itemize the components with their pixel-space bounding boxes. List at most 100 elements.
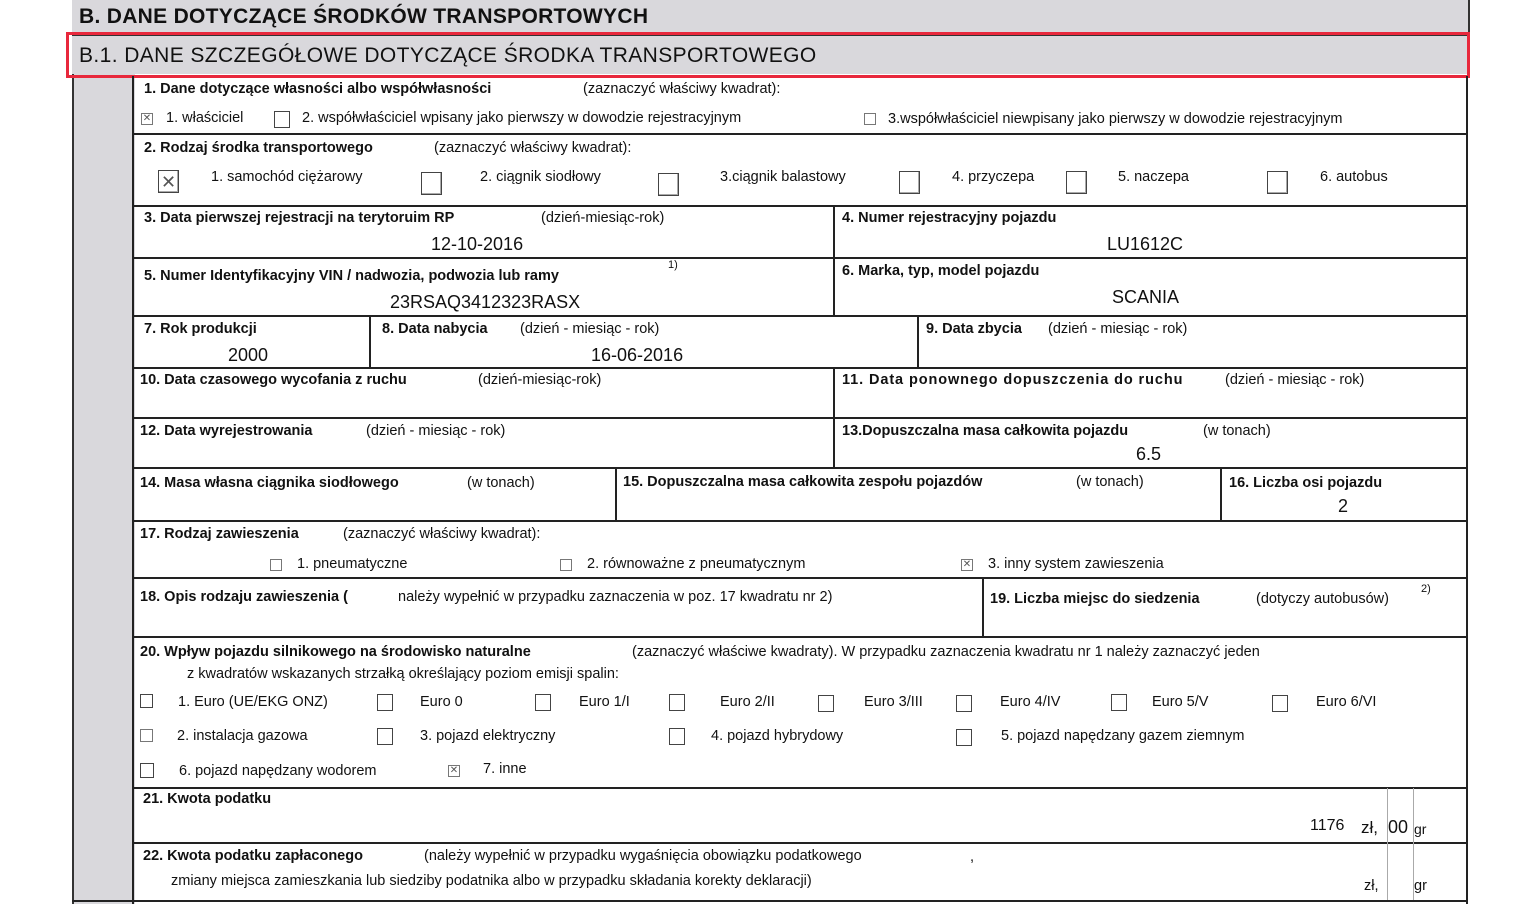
option-label: 1. samochód ciężarowy	[211, 169, 363, 185]
checkbox-vehicle-type[interactable]	[1066, 171, 1087, 194]
option-label: 3. pojazd elektryczny	[420, 728, 556, 744]
checkbox-gas-installation[interactable]	[140, 729, 153, 742]
field-6-label: 6. Marka, typ, model pojazdu	[842, 263, 1040, 279]
checkbox-vehicle-type[interactable]	[421, 172, 442, 195]
left-margin-column	[72, 0, 135, 904]
option-label: 7. inne	[483, 761, 527, 777]
checkbox-emission[interactable]	[1111, 694, 1127, 711]
tax-amount-zl[interactable]: 1176	[1310, 817, 1345, 834]
field-18-label: 18. Opis rodzaju zawieszenia (	[140, 589, 348, 605]
field-11-hint: (dzień - miesiąc - rok)	[1225, 372, 1365, 388]
field-14-hint: (w tonach)	[467, 475, 535, 491]
field-15-label: 15. Dopuszczalna masa całkowita zespołu …	[623, 474, 983, 490]
field-6-value[interactable]: SCANIA	[1112, 287, 1180, 307]
checkbox-emission[interactable]	[1272, 695, 1288, 712]
field-8-value[interactable]: 16-06-2016	[591, 345, 684, 365]
cell-divider	[1387, 788, 1388, 900]
checkbox-suspension[interactable]	[270, 559, 282, 571]
checkbox-hydrogen[interactable]	[140, 763, 154, 778]
field-5-label: 5. Numer Identyfikacyjny VIN / nadwozia,…	[144, 268, 559, 284]
option-label: 1. właściciel	[166, 110, 244, 126]
checkbox-vehicle-type[interactable]	[658, 173, 679, 196]
cell-divider	[615, 468, 617, 521]
field-1-hint: (zaznaczyć właściwy kwadrat):	[583, 81, 781, 97]
field-13-hint: (w tonach)	[1203, 423, 1271, 439]
option-label: Euro 6/VI	[1316, 694, 1377, 710]
field-12-label: 12. Data wyrejestrowania	[140, 423, 313, 439]
field-16-value[interactable]: 2	[1338, 496, 1349, 516]
field-7-label: 7. Rok produkcji	[144, 321, 257, 337]
row-divider	[132, 367, 1468, 369]
zl-unit: zł,	[1361, 818, 1378, 837]
checkbox-vehicle-type[interactable]	[899, 171, 920, 194]
field-22-hint-2: zmiany miejsca zamieszkania lub siedziby…	[171, 873, 812, 889]
row-divider	[132, 787, 1468, 789]
field-19-hint: (dotyczy autobusów)	[1256, 591, 1389, 607]
option-label: Euro 5/V	[1152, 694, 1209, 710]
option-label: 6. pojazd napędzany wodorem	[179, 763, 377, 779]
checkbox-vehicle-type[interactable]	[1267, 171, 1288, 194]
zl-unit: zł,	[1364, 878, 1379, 894]
option-label: 4. przyczepa	[952, 169, 1035, 185]
checkbox-hybrid[interactable]	[669, 728, 685, 745]
checkbox-electric[interactable]	[377, 728, 393, 745]
checkbox-co-owner-first[interactable]	[274, 111, 290, 128]
field-7-value[interactable]: 2000	[228, 345, 269, 365]
field-12-hint: (dzień - miesiąc - rok)	[366, 423, 506, 439]
field-15-hint: (w tonach)	[1076, 474, 1144, 490]
checkbox-suspension[interactable]	[560, 559, 572, 571]
field-4-label: 4. Numer rejestracyjny pojazdu	[842, 210, 1057, 226]
field-3-label: 3. Data pierwszej rejestracji na terytor…	[144, 210, 455, 226]
checkbox-emission[interactable]	[377, 694, 393, 711]
option-label: 3.ciągnik balastowy	[720, 169, 846, 185]
field-22-hint: (należy wypełnić w przypadku wygaśnięcia…	[424, 848, 862, 864]
row-divider	[132, 257, 1468, 259]
section-b1-highlight	[66, 32, 1470, 78]
field-21-label: 21. Kwota podatku	[143, 791, 272, 807]
row-divider	[132, 467, 1468, 469]
field-3-hint: (dzień-miesiąc-rok)	[541, 210, 665, 226]
footnote-2: 2)	[1421, 583, 1431, 595]
option-label: 5. pojazd napędzany gazem ziemnym	[1001, 728, 1245, 744]
checkbox-suspension[interactable]: ✕	[961, 559, 973, 571]
field-10-label: 10. Data czasowego wycofania z ruchu	[140, 372, 407, 388]
cell-divider	[369, 316, 371, 368]
checkbox-emission[interactable]	[669, 694, 685, 711]
checkbox-other[interactable]: ✕	[448, 765, 460, 777]
checkbox-emission[interactable]	[956, 695, 972, 712]
field-8-hint: (dzień - miesiąc - rok)	[520, 321, 660, 337]
field-8-label: 8. Data nabycia	[382, 321, 488, 337]
row-divider	[132, 636, 1468, 638]
section-b1-header: B.1. DANE SZCZEGÓŁOWE DOTYCZĄCE ŚRODKA T…	[72, 36, 1468, 74]
field-2-hint: (zaznaczyć właściwy kwadrat):	[434, 140, 632, 156]
field-1-label: 1. Dane dotyczące własności albo współwł…	[144, 81, 492, 97]
checkbox-natural-gas[interactable]	[956, 729, 972, 746]
option-label: 2. instalacja gazowa	[177, 728, 308, 744]
field-20-hint-2: z kwadratów wskazanych strzałką określaj…	[187, 666, 619, 682]
checkbox-co-owner-not-first[interactable]	[864, 113, 876, 125]
gr-unit: gr	[1414, 878, 1427, 894]
row-divider	[132, 842, 1468, 844]
field-3-value[interactable]: 12-10-2016	[431, 234, 524, 254]
row-divider	[132, 417, 1468, 419]
cell-divider	[833, 368, 835, 468]
field-18-hint: należy wypełnić w przypadku zaznaczenia …	[398, 589, 833, 605]
gr-unit: gr	[1414, 821, 1427, 837]
option-label: 2. równoważne z pneumatycznym	[587, 556, 806, 572]
option-label: 2. współwłaściciel wpisany jako pierwszy…	[302, 110, 742, 126]
section-b1-title: B.1. DANE SZCZEGÓŁOWE DOTYCZĄCE ŚRODKA T…	[79, 44, 817, 67]
row-divider	[72, 900, 1468, 902]
checkbox-emission[interactable]	[818, 695, 834, 712]
cell-divider	[1220, 468, 1222, 521]
checkbox-emission[interactable]	[535, 694, 551, 711]
field-16-label: 16. Liczba osi pojazdu	[1229, 475, 1383, 491]
checkbox-vehicle-type[interactable]: ✕	[158, 170, 179, 193]
field-5-value[interactable]: 23RSAQ3412323RASX	[390, 292, 581, 312]
field-4-value[interactable]: LU1612C	[1107, 234, 1184, 254]
content-right-border	[1466, 76, 1468, 904]
tax-amount-gr[interactable]: 00	[1388, 817, 1409, 837]
field-13-value[interactable]: 6.5	[1136, 444, 1162, 464]
checkbox-emission[interactable]	[140, 694, 153, 708]
field-2-label: 2. Rodzaj środka transportowego	[144, 140, 373, 156]
checkbox-owner[interactable]: ✕	[141, 113, 153, 125]
